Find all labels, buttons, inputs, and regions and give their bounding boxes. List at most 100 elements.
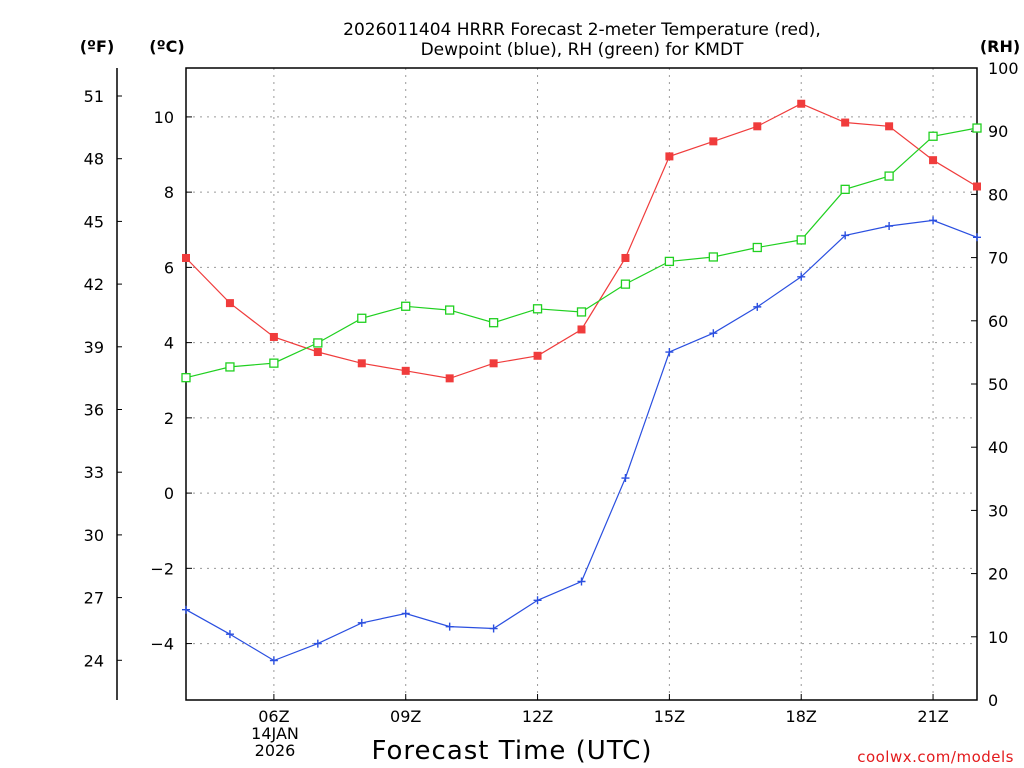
rh-line	[185, 127, 978, 379]
dewpoint-point	[709, 329, 718, 338]
chart-title-line2: Dewpoint (blue), RH (green) for KMDT	[421, 40, 744, 60]
fahrenheit-tick-label: 27	[84, 589, 104, 608]
temperature-point	[665, 152, 674, 161]
temperature-point	[885, 122, 894, 131]
temperature-point	[621, 253, 630, 262]
chart-title-line1: 2026011404 HRRR Forecast 2-meter Tempera…	[343, 20, 821, 40]
celsius-unit-label: (ºC)	[149, 37, 184, 56]
temperature-point	[577, 325, 586, 334]
rh-point	[357, 313, 367, 323]
rh-tick-label: 40	[988, 438, 1008, 457]
rh-point	[708, 252, 718, 262]
rh-tick-label: 100	[988, 59, 1019, 78]
temperature-point	[401, 366, 410, 375]
celsius-tick-label: 6	[164, 258, 174, 277]
fahrenheit-unit-label: (ºF)	[80, 37, 115, 56]
dewpoint-point	[269, 656, 278, 665]
rh-point	[313, 338, 323, 348]
rh-point	[532, 304, 543, 314]
dewpoint-point	[313, 639, 322, 648]
x-tick-label: 21Z	[917, 707, 948, 726]
rh-tick-label: 10	[988, 628, 1008, 647]
rh-point	[840, 184, 850, 194]
fahrenheit-tick-label: 39	[84, 338, 104, 357]
temperature-point	[973, 182, 981, 191]
temperature-point	[182, 253, 190, 262]
fahrenheit-tick-label: 36	[84, 400, 104, 419]
x-tick-label: 09Z	[390, 707, 421, 726]
fahrenheit-tick-label: 33	[84, 463, 104, 482]
temperature-point	[797, 99, 806, 108]
rh-point	[445, 305, 455, 315]
celsius-tick-label: 8	[164, 183, 174, 202]
credit-text: coolwx.com/models	[857, 748, 1014, 766]
celsius-tick-label: 0	[164, 484, 174, 503]
temperature-point	[533, 351, 542, 360]
rh-point	[620, 279, 631, 289]
fahrenheit-tick-label: 42	[84, 275, 104, 294]
rh-point	[796, 235, 806, 245]
rh-point	[972, 123, 982, 133]
temperature-point	[753, 122, 762, 131]
rh-point	[752, 242, 762, 253]
dewpoint-point	[182, 605, 190, 614]
celsius-tick-label: 10	[154, 108, 174, 127]
fahrenheit-tick-label: 51	[84, 87, 104, 106]
date-label-year: 2026	[255, 741, 296, 760]
dewpoint-point	[885, 222, 894, 230]
fahrenheit-tick-label: 30	[84, 526, 104, 545]
fahrenheit-tick-label: 45	[84, 212, 104, 231]
rh-point	[928, 131, 938, 141]
temperature-point	[269, 332, 278, 341]
rh-point	[884, 171, 894, 181]
rh-point	[225, 362, 235, 372]
celsius-tick-label: −2	[150, 559, 174, 578]
temperature-point	[841, 118, 850, 127]
rh-tick-label: 80	[988, 185, 1008, 204]
rh-tick-label: 20	[988, 565, 1008, 584]
celsius-tick-label: −4	[150, 635, 174, 654]
dewpoint-point	[797, 272, 806, 281]
rh-point	[488, 318, 499, 328]
series-lines	[181, 99, 982, 665]
x-tick-label: 12Z	[522, 707, 553, 726]
rh-tick-label: 30	[988, 501, 1008, 520]
rh-point	[401, 301, 411, 311]
temperature-point	[225, 299, 234, 308]
celsius-tick-label: 4	[164, 334, 174, 353]
celsius-tick-label: 2	[164, 409, 174, 428]
x-tick-label: 06Z	[258, 707, 289, 726]
rh-tick-label: 60	[988, 312, 1008, 331]
rh-unit-label: (RH)	[980, 37, 1020, 56]
dewpoint-point	[445, 622, 454, 631]
dewpoint-point	[401, 609, 410, 618]
temperature-point	[929, 156, 938, 165]
dewpoint-point	[753, 302, 762, 311]
rh-point	[181, 373, 191, 383]
temperature-point	[489, 359, 498, 368]
x-tick-label: 15Z	[654, 707, 685, 726]
dewpoint-point	[489, 624, 498, 633]
dewpoint-point	[973, 233, 981, 242]
rh-point	[269, 358, 279, 368]
plot-frame	[185, 67, 978, 701]
rh-tick-label: 0	[988, 691, 998, 710]
fahrenheit-tick-label: 48	[84, 150, 104, 169]
rh-tick-label: 90	[988, 122, 1008, 141]
dewpoint-point	[929, 216, 938, 225]
dewpoint-point	[357, 618, 366, 627]
dewpoint-point	[577, 577, 586, 586]
x-tick-label: 18Z	[786, 707, 817, 726]
temperature-point	[709, 137, 718, 146]
dewpoint-line	[185, 219, 978, 662]
axes: 06Z 09Z 12Z 15Z 18Z 21Z−4−2024681024273033363…	[84, 59, 1019, 726]
temperature-line	[185, 103, 978, 380]
dewpoint-point	[533, 596, 542, 605]
rh-point	[576, 307, 587, 317]
x-axis-title: Forecast Time (UTC)	[371, 736, 652, 766]
temperature-point	[357, 359, 366, 368]
dewpoint-point	[225, 630, 234, 639]
dewpoint-point	[621, 474, 630, 483]
date-label-day: 14JAN	[251, 724, 299, 743]
